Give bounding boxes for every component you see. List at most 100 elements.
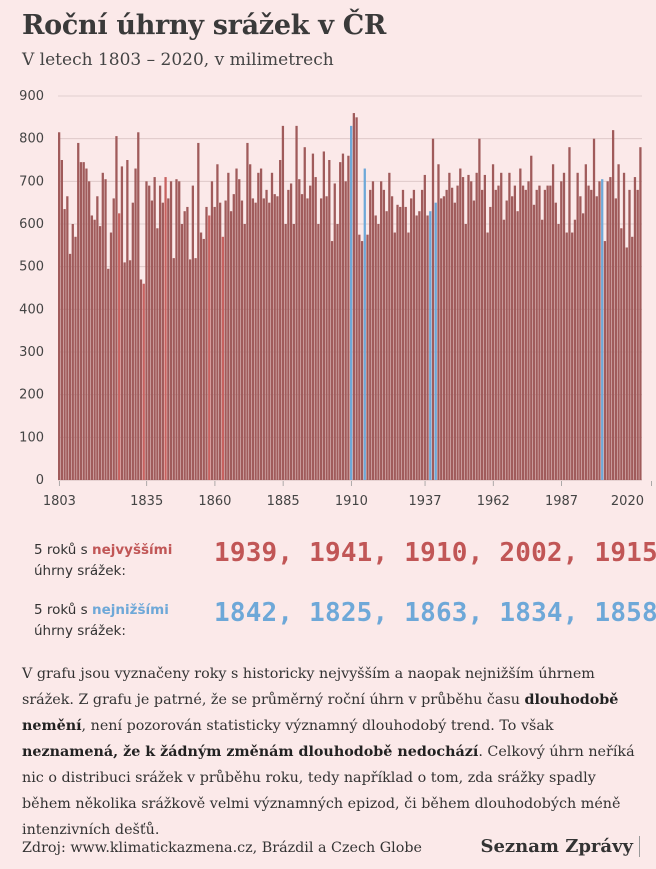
bar-1817 [96, 196, 99, 480]
bar-1943 [440, 198, 443, 480]
bar-1877 [259, 168, 263, 480]
bar-1850 [186, 206, 189, 480]
bar-1980 [541, 219, 544, 481]
bar-1857 [205, 206, 208, 480]
bar-1853 [194, 258, 197, 480]
bar-1856 [202, 238, 205, 480]
x-tick-label: 1885 [267, 494, 300, 509]
bar-2000 [595, 196, 598, 480]
description-text-3: . Celkový úhrn neříká nic o distribuci s… [22, 744, 635, 838]
lowest-years-list: 1842, 1825, 1863, 1834, 1858 [214, 598, 656, 628]
bar-1891 [298, 179, 301, 480]
bar-1815 [90, 215, 94, 480]
precipitation-bar-chart: 0 100 200 300 400 500 600 700 800 900 1803 1835 186… [19, 89, 652, 509]
bar-1810 [77, 142, 80, 480]
y-tick-label: 500 [19, 260, 44, 275]
bar-1918 [371, 181, 375, 480]
bar-1974 [524, 189, 527, 480]
bar-1926 [393, 232, 396, 480]
lowest-label-prefix: 5 roků s [34, 602, 92, 618]
bar-1991 [571, 232, 574, 480]
bar-1862 [219, 202, 222, 481]
bar-1825 [118, 213, 121, 480]
bar-1872 [246, 142, 249, 480]
bar-1942 [437, 164, 440, 480]
bar-1994 [579, 196, 582, 480]
bar-2001 [598, 181, 601, 480]
bar-2004 [606, 181, 609, 480]
bar-1955 [472, 200, 476, 480]
brand-logo: Seznam Zprávy [480, 836, 640, 857]
bar-1878 [262, 198, 265, 480]
x-tick-label: 1962 [477, 494, 510, 509]
bar-1869 [238, 179, 241, 480]
bar-1986 [557, 224, 560, 480]
y-tick-label: 800 [19, 132, 44, 147]
bar-1826 [120, 166, 124, 480]
lowest-label-emph: nejnižšími [91, 602, 169, 618]
bar-1951 [461, 177, 465, 480]
bar-1848 [180, 224, 184, 480]
bar-2010 [622, 172, 626, 481]
bar-1887 [287, 189, 290, 480]
bar-1899 [319, 198, 323, 480]
bar-1987 [560, 181, 563, 480]
bar-1965 [500, 172, 503, 481]
bar-1823 [112, 198, 115, 480]
page-title: Roční úhrny srážek v ČR [22, 10, 387, 41]
y-tick-label: 100 [19, 430, 44, 445]
highest-label-prefix: 5 roků s [34, 542, 92, 558]
bar-2003 [603, 241, 607, 480]
bar-1881 [270, 172, 274, 481]
bar-1922 [382, 189, 386, 480]
bar-2005 [609, 177, 612, 480]
bar-1945 [445, 189, 448, 480]
bar-1989 [565, 232, 568, 480]
bar-1830 [131, 202, 134, 481]
bar-1893 [303, 147, 306, 480]
bar-1947 [450, 187, 454, 480]
bar-1911 [352, 113, 356, 480]
bar-2012 [628, 189, 631, 480]
bar-1837 [150, 200, 154, 480]
bar-1988 [562, 172, 566, 481]
bar-1816 [93, 219, 96, 481]
bar-1870 [240, 200, 244, 480]
y-tick-label: 700 [19, 174, 44, 189]
bar-1921 [380, 181, 383, 480]
bar-1993 [576, 172, 579, 481]
bar-1919 [374, 215, 377, 480]
highest-years-list: 1939, 1941, 1910, 2002, 1915 [214, 538, 656, 568]
bar-1852 [191, 185, 194, 480]
bar-1978 [535, 189, 538, 480]
bar-1846 [175, 179, 178, 480]
bar-1961 [489, 206, 492, 480]
lowest-years-row: 5 roků s nejnižšími úhrny srážek: 1842, … [34, 598, 656, 648]
bar-1964 [497, 185, 500, 480]
bar-1809 [74, 236, 77, 480]
bar-1940 [431, 138, 435, 481]
bar-2007 [614, 198, 617, 480]
bar-1834 [142, 283, 145, 480]
bar-1982 [546, 185, 549, 480]
bar-1985 [554, 202, 557, 481]
bar-1880 [268, 202, 271, 481]
bar-1832 [137, 132, 140, 480]
bar-1948 [453, 202, 456, 481]
bar-1979 [538, 185, 541, 480]
x-tick-label: 2020 [611, 494, 644, 509]
bar-1906 [339, 162, 342, 480]
description-text-1: V grafu jsou vyznačeny roky s historicky… [22, 666, 595, 708]
highest-years-label: 5 roků s nejvyššími úhrny srážek: [34, 540, 172, 582]
lowest-label-suffix: úhrny srážek: [34, 623, 126, 639]
bar-1981 [543, 189, 547, 480]
bar-2006 [611, 130, 615, 480]
bar-1930 [404, 206, 407, 480]
bar-1819 [101, 172, 104, 481]
bar-1855 [199, 232, 203, 480]
bar-1936 [420, 189, 424, 480]
bar-1976 [530, 155, 533, 480]
bar-2009 [620, 228, 623, 480]
bar-1898 [317, 224, 320, 480]
description-text-2: , není pozorován statisticky významný dl… [81, 718, 554, 734]
